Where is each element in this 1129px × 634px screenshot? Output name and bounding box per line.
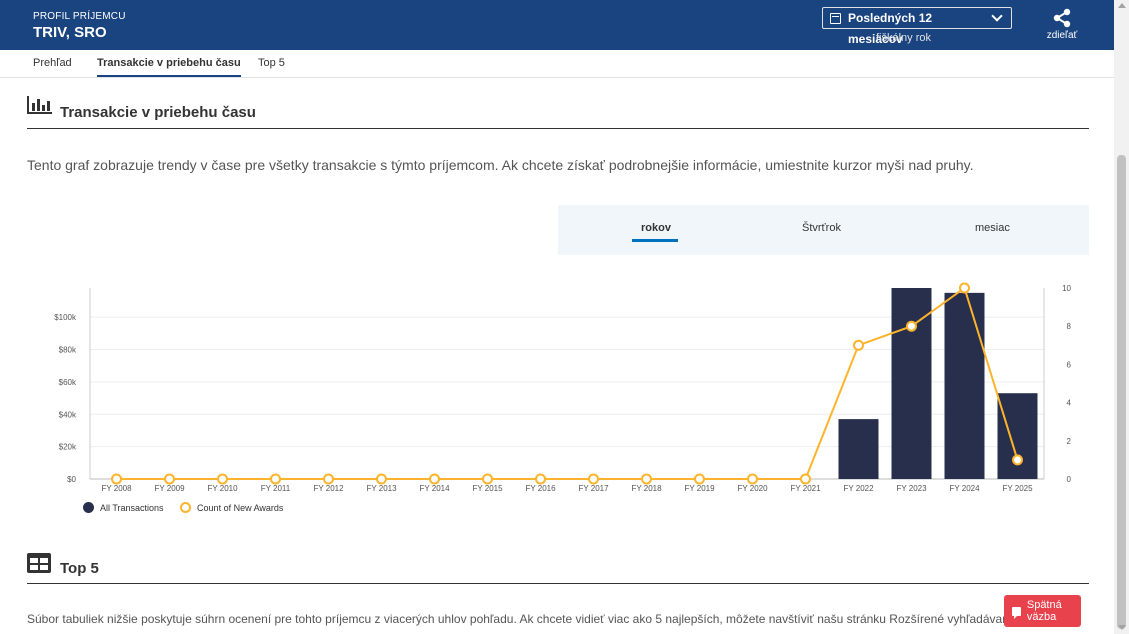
section-tabs: Prehľad Transakcie v priebehu času Top 5 bbox=[0, 50, 1114, 78]
line-point bbox=[429, 473, 440, 485]
legend-swatch-bar bbox=[83, 502, 94, 513]
tab-transactions-over-time[interactable]: Transakcie v priebehu času bbox=[97, 57, 241, 77]
y-right-tick-label: 8 bbox=[1067, 322, 1072, 331]
line-point bbox=[800, 473, 811, 485]
x-tick-label: FY 2009 bbox=[154, 484, 185, 493]
top5-description: Súbor tabuliek nižšie poskytuje súhrn oc… bbox=[27, 612, 1007, 626]
line-point bbox=[747, 473, 758, 485]
period-dropdown-value-line2: mesiacov bbox=[848, 32, 903, 46]
feedback-button[interactable]: Spätná väzba bbox=[1004, 595, 1081, 627]
header-kicker: PROFIL PRÍJEMCU bbox=[33, 11, 126, 22]
legend-label: All Transactions bbox=[100, 502, 164, 513]
y-left-tick-label: $60k bbox=[59, 378, 77, 387]
period-dropdown-sublabel: fiškálny rok bbox=[876, 32, 932, 44]
y-right-tick-label: 2 bbox=[1067, 437, 1072, 446]
scrollbar-thumb[interactable] bbox=[1117, 155, 1126, 629]
line-point bbox=[853, 339, 864, 351]
line-point bbox=[641, 473, 652, 485]
y-left-tick-label: $20k bbox=[59, 443, 77, 452]
period-tab-month[interactable]: mesiac bbox=[975, 222, 1010, 234]
x-tick-label: FY 2022 bbox=[843, 484, 874, 493]
page-scrollbar[interactable] bbox=[1114, 0, 1129, 634]
y-left-tick-label: $80k bbox=[59, 346, 77, 355]
section-title: Top 5 bbox=[60, 560, 99, 577]
line-point bbox=[535, 473, 546, 485]
section-description: Tento graf zobrazuje trendy v čase pre v… bbox=[27, 157, 974, 173]
line-point bbox=[376, 473, 387, 485]
x-tick-label: FY 2021 bbox=[790, 484, 821, 493]
legend-swatch-line bbox=[180, 502, 192, 513]
x-tick-label: FY 2014 bbox=[419, 484, 450, 493]
share-button[interactable]: zdieľať bbox=[1040, 8, 1084, 48]
x-tick-label: FY 2020 bbox=[737, 484, 768, 493]
bar bbox=[944, 292, 985, 479]
line-point bbox=[694, 473, 705, 485]
x-tick-label: FY 2017 bbox=[578, 484, 609, 493]
y-right-tick-label: 0 bbox=[1067, 475, 1072, 484]
line-series-new-awards bbox=[116, 286, 1019, 480]
x-tick-label: FY 2013 bbox=[366, 484, 397, 493]
x-tick-label: FY 2018 bbox=[631, 484, 662, 493]
share-icon bbox=[1053, 8, 1071, 28]
line-point bbox=[959, 282, 970, 294]
line-point bbox=[906, 320, 917, 332]
line-point bbox=[217, 473, 228, 485]
recipient-header: PROFIL PRÍJEMCU TRIV, SRO Posledných 12 … bbox=[0, 0, 1114, 50]
transactions-section-heading: Transakcie v priebehu času bbox=[27, 94, 1089, 129]
y-right-tick-label: 10 bbox=[1062, 284, 1071, 293]
line-point bbox=[270, 473, 281, 485]
x-tick-label: FY 2011 bbox=[261, 484, 291, 493]
section-title: Transakcie v priebehu času bbox=[60, 104, 256, 121]
tab-top-5[interactable]: Top 5 bbox=[258, 57, 285, 69]
x-tick-label: FY 2010 bbox=[207, 484, 238, 493]
chevron-down-icon bbox=[991, 10, 1003, 22]
y-right-tick-label: 6 bbox=[1067, 360, 1072, 369]
y-left-tick-label: $0 bbox=[67, 475, 76, 484]
line-point bbox=[1012, 454, 1023, 466]
top5-section-heading: Top 5 bbox=[27, 551, 1089, 584]
recipient-name: TRIV, SRO bbox=[33, 24, 107, 41]
active-period-underline bbox=[632, 239, 678, 242]
calendar-icon bbox=[830, 12, 841, 24]
legend-item-all-transactions[interactable]: All Transactions bbox=[83, 502, 164, 513]
period-dropdown-value: Posledných 12 bbox=[848, 11, 933, 25]
line-point bbox=[482, 473, 493, 485]
chart-legend: All Transactions Count of New Awards bbox=[83, 502, 297, 515]
x-tick-label: FY 2008 bbox=[101, 484, 132, 493]
x-tick-label: FY 2012 bbox=[313, 484, 344, 493]
y-left-tick-label: $100k bbox=[54, 313, 77, 322]
bar bbox=[997, 393, 1038, 479]
x-tick-label: FY 2015 bbox=[472, 484, 503, 493]
x-tick-label: FY 2024 bbox=[949, 484, 980, 493]
x-tick-label: FY 2023 bbox=[896, 484, 927, 493]
transactions-chart: $0 $20k $40k $60k $80k $100k 0 2 4 6 8 10 FY 2008 FY … bbox=[54, 282, 1072, 493]
legend-label: Count of New Awards bbox=[197, 502, 284, 513]
period-toggle: rokov Štvrťrok mesiac bbox=[558, 205, 1089, 255]
y-right-tick-label: 4 bbox=[1067, 399, 1072, 408]
line-point bbox=[588, 473, 599, 485]
tab-overview[interactable]: Prehľad bbox=[33, 57, 72, 69]
line-point bbox=[164, 473, 175, 485]
x-tick-label: FY 2019 bbox=[684, 484, 715, 493]
x-tick-label: FY 2016 bbox=[525, 484, 556, 493]
bar bbox=[838, 419, 879, 479]
chat-bubble-icon bbox=[1012, 606, 1021, 619]
scroll-up-arrow[interactable] bbox=[1118, 3, 1126, 8]
line-point bbox=[111, 473, 122, 485]
x-tick-label: FY 2025 bbox=[1002, 484, 1033, 493]
y-left-tick-label: $40k bbox=[59, 410, 77, 419]
legend-item-new-awards[interactable]: Count of New Awards bbox=[180, 502, 283, 513]
scroll-down-arrow[interactable] bbox=[1118, 625, 1126, 630]
table-icon bbox=[27, 553, 51, 573]
share-label: zdieľať bbox=[1046, 30, 1078, 41]
bar bbox=[891, 288, 932, 479]
period-dropdown[interactable]: Posledných 12 bbox=[822, 7, 1012, 29]
period-tab-quarter[interactable]: Štvrťrok bbox=[802, 222, 841, 234]
feedback-label: Spätná väzba bbox=[1026, 599, 1062, 623]
line-point bbox=[323, 473, 334, 485]
period-tab-year[interactable]: rokov bbox=[641, 222, 671, 234]
bar-chart-icon bbox=[27, 96, 52, 114]
